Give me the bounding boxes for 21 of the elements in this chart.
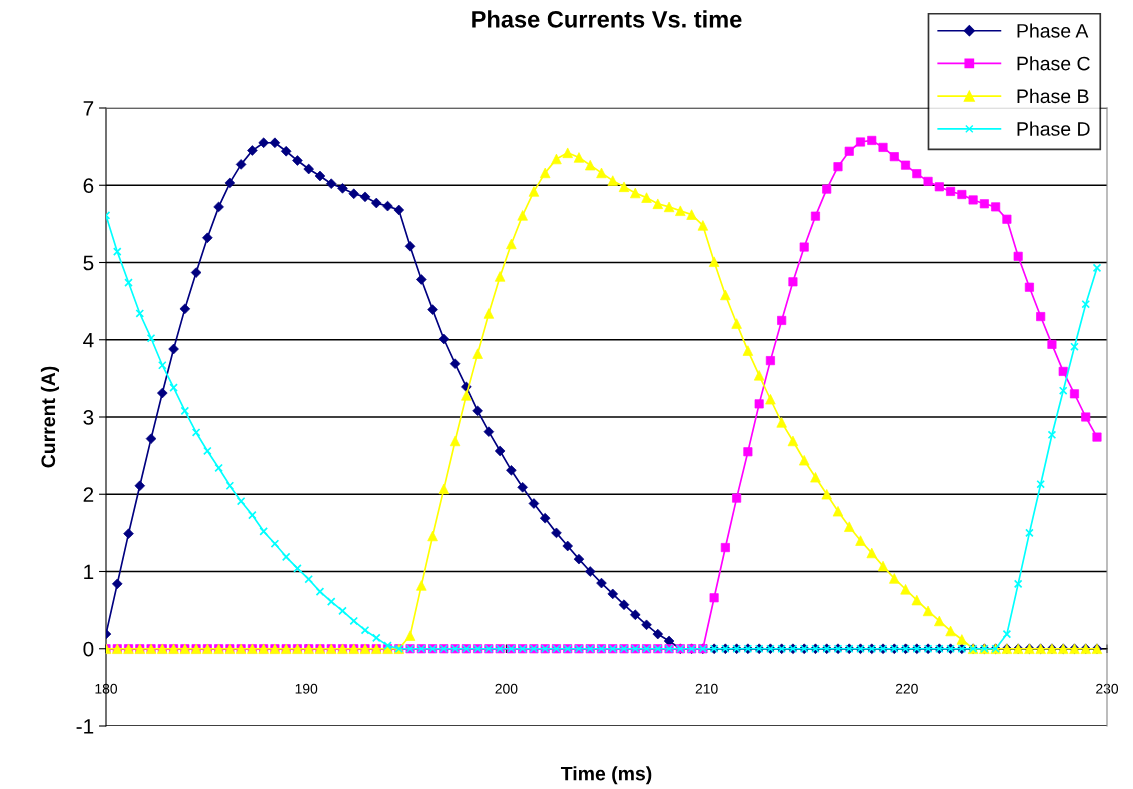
x-tick-label: 210 <box>695 683 718 694</box>
x-tick-label: 220 <box>895 683 918 694</box>
legend-label: Phase C <box>1017 56 1090 71</box>
y-tick-label: 7 <box>83 101 94 116</box>
y-tick-label: 0 <box>83 641 94 657</box>
x-tick-label: 200 <box>495 683 518 694</box>
x-tick-label: 190 <box>295 683 318 694</box>
y-tick-label: -1 <box>76 719 94 734</box>
y-tick-label: 2 <box>83 487 94 502</box>
y-axis-title: Current (A) <box>40 366 60 468</box>
legend-label: Phase B <box>1017 88 1089 104</box>
y-tick-label: 3 <box>83 410 94 425</box>
legend-label: Phase D <box>1017 121 1090 136</box>
y-tick-label: 4 <box>83 332 94 348</box>
chart-title: Phase Currents Vs. time <box>472 10 742 28</box>
y-tick-label: 1 <box>84 564 94 580</box>
legend-label: Phase A <box>1017 23 1089 38</box>
y-tick-label: 6 <box>83 178 94 193</box>
x-tick-label: 230 <box>1096 683 1119 694</box>
x-axis-title: Time (ms) <box>560 766 652 785</box>
y-tick-label: 5 <box>83 255 94 271</box>
